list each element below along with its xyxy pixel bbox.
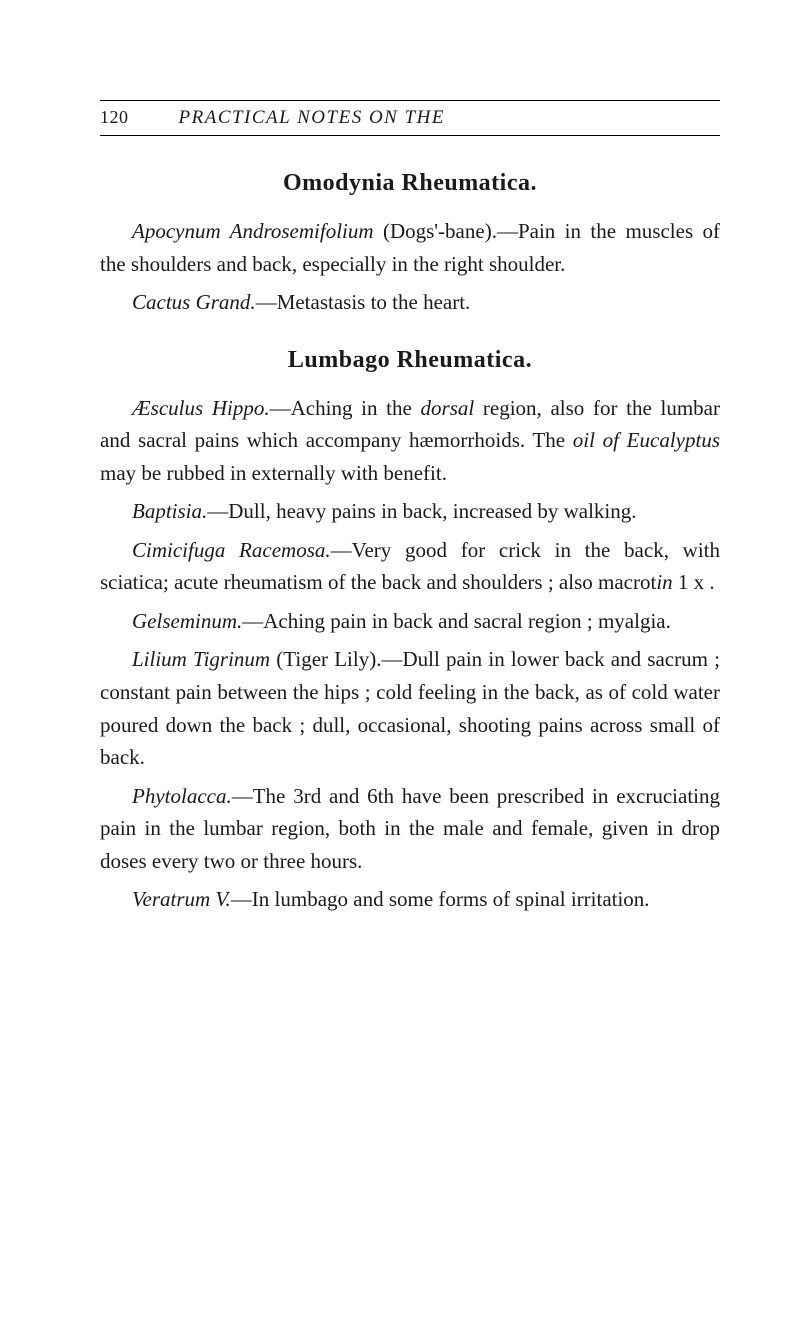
text-run: —Aching pain in back and sacral region ;… bbox=[242, 609, 671, 633]
italic-run: oil of Eucalyptus bbox=[573, 428, 720, 452]
italic-run: Cimicifuga Racemosa. bbox=[132, 538, 331, 562]
paragraph: Apocynum Androsemifolium (Dogs'-bane).—P… bbox=[100, 215, 720, 280]
italic-run: Lilium Tigrinum bbox=[132, 647, 270, 671]
italic-run: Gelseminum. bbox=[132, 609, 242, 633]
italic-run: Cactus Grand. bbox=[132, 290, 256, 314]
italic-run: Æsculus Hippo. bbox=[132, 396, 270, 420]
section-title: Omodynia Rheumatica. bbox=[100, 170, 720, 197]
text-run: may be rubbed in externally with benefit… bbox=[100, 461, 447, 485]
paragraph: Baptisia.—Dull, heavy pains in back, inc… bbox=[100, 495, 720, 528]
paragraph: Cactus Grand.—Metastasis to the heart. bbox=[100, 286, 720, 319]
paragraph: Gelseminum.—Aching pain in back and sacr… bbox=[100, 605, 720, 638]
paragraph: Cimicifuga Racemosa.—Very good for crick… bbox=[100, 534, 720, 599]
italic-run: Phytolacca. bbox=[132, 784, 232, 808]
text-run: —Aching in the bbox=[270, 396, 421, 420]
italic-run: dorsal bbox=[421, 396, 475, 420]
paragraph: Æsculus Hippo.—Aching in the dorsal regi… bbox=[100, 392, 720, 490]
page: 120 PRACTICAL NOTES ON THE Omodynia Rheu… bbox=[0, 0, 800, 1336]
italic-run: Veratrum V. bbox=[132, 887, 231, 911]
text-run: —Metastasis to the heart. bbox=[256, 290, 471, 314]
text-run: —In lumbago and some forms of spinal irr… bbox=[231, 887, 650, 911]
running-head: PRACTICAL NOTES ON THE bbox=[179, 107, 446, 129]
running-header: 120 PRACTICAL NOTES ON THE bbox=[100, 100, 720, 136]
italic-run: in bbox=[656, 570, 672, 594]
text-run: —Dull, heavy pains in back, increased by… bbox=[207, 499, 636, 523]
section-title: Lumbago Rheumatica. bbox=[100, 347, 720, 374]
paragraph: Veratrum V.—In lumbago and some forms of… bbox=[100, 883, 720, 916]
body-text: Omodynia Rheumatica. Apocynum Androsemifo… bbox=[100, 170, 720, 916]
page-number: 120 bbox=[100, 107, 129, 128]
paragraph: Phytolacca.—The 3rd and 6th have been pr… bbox=[100, 780, 720, 878]
paragraph: Lilium Tigrinum (Tiger Lily).—Dull pain … bbox=[100, 643, 720, 773]
text-run: 1 x . bbox=[673, 570, 715, 594]
italic-run: Apocynum Androsemifolium bbox=[132, 219, 374, 243]
italic-run: Baptisia. bbox=[132, 499, 207, 523]
